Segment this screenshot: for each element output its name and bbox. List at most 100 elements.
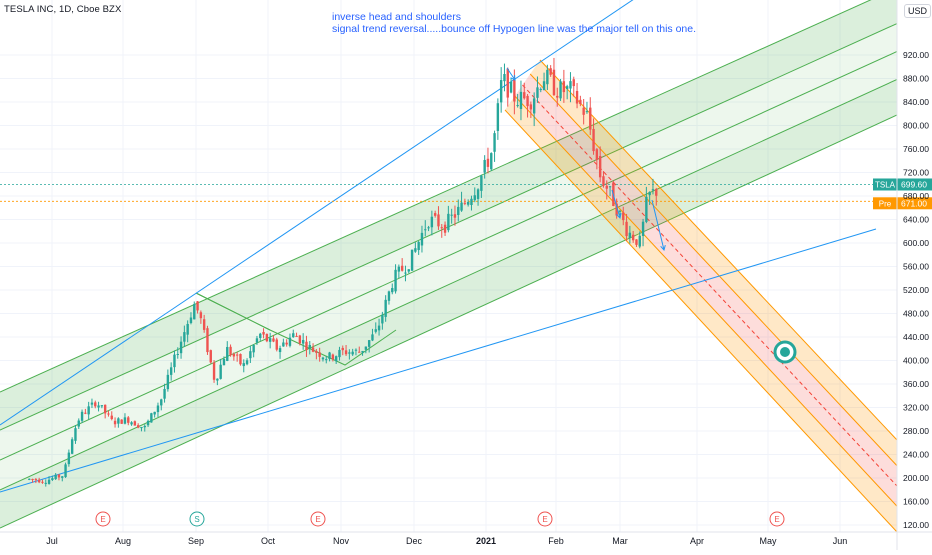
candle-body xyxy=(37,479,41,483)
candle-body xyxy=(579,99,582,105)
candle-body xyxy=(516,105,519,107)
candle-body xyxy=(202,319,206,330)
candle-body xyxy=(364,346,368,350)
candle-body xyxy=(232,353,236,357)
candle-body xyxy=(427,227,430,229)
candle-body xyxy=(565,86,569,89)
candle-body xyxy=(321,357,325,360)
candle-body xyxy=(397,266,401,272)
candle-body xyxy=(628,232,632,239)
candle-body xyxy=(183,332,186,342)
candle-body xyxy=(298,335,302,344)
y-tick-label: 840.00 xyxy=(903,97,929,107)
candle-body xyxy=(262,331,265,335)
candle-body xyxy=(466,202,470,205)
candle-body xyxy=(249,351,252,359)
green-band-inner-bottom xyxy=(0,51,897,490)
candle-body xyxy=(552,69,556,96)
candle-body xyxy=(222,358,226,366)
candle-body xyxy=(348,352,351,354)
orange-channel-line xyxy=(504,109,897,532)
arrow-down-2-head xyxy=(660,245,666,252)
candle-body xyxy=(67,452,71,465)
candle-body xyxy=(625,221,628,237)
candle-body xyxy=(51,478,54,480)
candle-body xyxy=(186,323,189,335)
candle-body xyxy=(28,478,31,480)
candle-body xyxy=(130,422,133,425)
candle-body xyxy=(212,362,216,380)
candle-body xyxy=(598,156,602,178)
y-tick-label: 680.00 xyxy=(903,191,929,201)
green-channel-line xyxy=(0,114,897,529)
candle-body xyxy=(97,405,100,408)
pre-tag: Pre xyxy=(879,199,892,208)
candle-body xyxy=(173,354,176,368)
candle-body xyxy=(622,212,625,221)
candle-body xyxy=(315,351,318,353)
candle-body xyxy=(496,103,500,131)
candle-body xyxy=(110,415,113,420)
candle-body xyxy=(103,404,107,414)
x-tick-label: Feb xyxy=(548,536,564,546)
candle-body xyxy=(133,421,137,426)
candle-body xyxy=(480,175,483,191)
candle-body xyxy=(156,405,160,413)
event-marker xyxy=(310,511,326,527)
candle-body xyxy=(503,74,506,82)
event-marker-label: E xyxy=(100,515,105,524)
candle-body xyxy=(84,412,87,414)
candle-body xyxy=(410,249,414,271)
candle-body xyxy=(331,354,335,360)
x-tick-label: Aug xyxy=(115,536,131,546)
candle-body xyxy=(80,411,84,421)
candle-body xyxy=(602,176,605,186)
candle-body xyxy=(562,81,566,93)
candle-body xyxy=(140,427,143,429)
currency-label[interactable]: USD xyxy=(904,4,932,18)
y-tick-label: 280.00 xyxy=(903,426,929,436)
candle-body xyxy=(338,349,341,358)
candle-body xyxy=(41,481,44,483)
orange-band-top xyxy=(530,60,897,466)
candle-body xyxy=(341,347,344,351)
candle-body xyxy=(153,411,156,415)
candle-body xyxy=(328,352,331,360)
arrow-down-1 xyxy=(611,189,621,219)
red-median-line xyxy=(522,84,897,487)
candle-body xyxy=(493,133,496,152)
candle-body xyxy=(143,425,146,428)
candle-body xyxy=(473,195,476,201)
candle-body xyxy=(275,339,278,350)
candle-body xyxy=(509,81,513,93)
candle-body xyxy=(490,153,493,170)
green-shoulder-line xyxy=(195,292,271,331)
event-marker xyxy=(769,511,785,527)
candle-body xyxy=(176,353,179,355)
symbol-title: TESLA INC, 1D, Cboe BZX xyxy=(4,4,122,15)
candle-body xyxy=(460,202,463,211)
candle-body xyxy=(556,95,559,98)
candle-body xyxy=(651,189,655,191)
last-price-tag: 699.60 xyxy=(901,179,927,189)
candle-body xyxy=(64,464,67,478)
overlays: E S E E E TSLA 699.60 Pre 671.00 xyxy=(95,67,932,527)
candle-body xyxy=(404,272,407,274)
x-tick-label: Nov xyxy=(333,536,350,546)
candle-body xyxy=(453,214,457,218)
green-channel-line xyxy=(0,51,897,461)
y-tick-label: 240.00 xyxy=(903,450,929,460)
annotation-text[interactable]: inverse head and shoulders signal trend … xyxy=(332,11,696,35)
candle-body xyxy=(239,354,242,365)
candle-body xyxy=(226,346,229,361)
candle-body xyxy=(371,334,374,341)
candle-body xyxy=(638,235,641,247)
candle-body xyxy=(305,341,308,350)
candle-body xyxy=(569,81,572,89)
candle-body xyxy=(367,340,371,347)
candle-body xyxy=(61,476,64,478)
candle-body xyxy=(169,367,173,375)
